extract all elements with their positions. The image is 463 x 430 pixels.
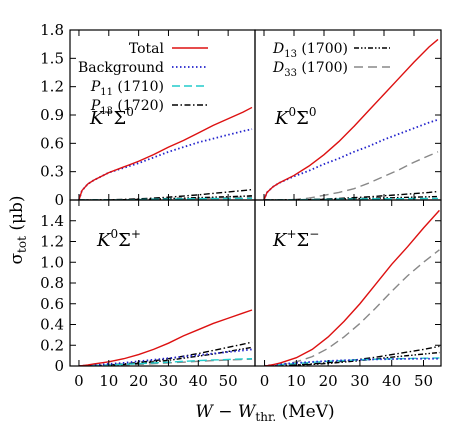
series-line-p13 xyxy=(264,190,439,200)
panel-3: 0 10 20 30 40 50 0 0.2 0.4 0.6 0.8 1.0 1.2 1.4 K0Σ+ xyxy=(40,199,256,390)
x-tick-label: 40 xyxy=(382,372,401,390)
panel-label: K0Σ0 xyxy=(274,105,316,129)
series-line-d33 xyxy=(264,249,440,366)
series-line-total xyxy=(263,38,439,200)
y-tick-label: 0 xyxy=(54,357,64,375)
panel-label: K0Σ+ xyxy=(96,227,141,251)
series-group xyxy=(78,309,253,366)
panel-4: 0 10 20 30 40 50 K+Σ− xyxy=(254,199,442,390)
series-line-background xyxy=(264,357,440,366)
panel-label: K+Σ0 xyxy=(89,105,134,129)
y-tick-label: 0.6 xyxy=(40,295,64,313)
series-line-p11 xyxy=(264,197,439,200)
x-tick-label: 0 xyxy=(74,372,84,390)
series-line-p11 xyxy=(78,197,253,200)
x-tick-label: 0 xyxy=(260,372,270,390)
series-line-background xyxy=(78,348,253,366)
y-tick-label: 1.8 xyxy=(40,21,64,39)
legend-label-d33: D33 (1700) xyxy=(272,60,348,79)
panel-label: K+Σ− xyxy=(272,227,319,251)
y-tick-label: 1.4 xyxy=(40,212,64,230)
y-tick-label: 0.2 xyxy=(40,336,64,354)
legend-label-p11: P11 (1710) xyxy=(90,79,164,98)
series-line-total xyxy=(264,209,440,366)
y-tick-label: 0.6 xyxy=(40,134,64,152)
y-tick-label: 0.8 xyxy=(40,274,64,292)
panel-frame xyxy=(69,199,256,367)
series-line-p11 xyxy=(78,358,253,366)
y-tick-label: 0.4 xyxy=(40,316,64,334)
x-tick-label: 30 xyxy=(159,372,178,390)
series-line-total xyxy=(78,106,253,200)
series-line-d33 xyxy=(264,151,439,200)
x-tick-label: 50 xyxy=(414,372,433,390)
y-tick-label: 0.3 xyxy=(40,163,64,181)
series-line-p13 xyxy=(264,345,440,366)
series-group xyxy=(78,106,253,200)
x-tick-label: 30 xyxy=(350,372,369,390)
legend: D13 (1700)D33 (1700) xyxy=(272,41,390,79)
legend-label-d13: D13 (1700) xyxy=(272,41,348,60)
x-axis-label: W − Wthr. (MeV) xyxy=(195,402,334,424)
legend-label-p13: P13 (1720) xyxy=(90,98,164,117)
x-tick-label: 10 xyxy=(99,372,118,390)
panel-2: K0Σ0 xyxy=(254,29,442,201)
x-tick-label: 20 xyxy=(319,372,338,390)
x-tick-label: 50 xyxy=(219,372,238,390)
legend-label-total: Total xyxy=(129,41,165,57)
series-line-background xyxy=(78,128,253,200)
y-tick-label: 1.0 xyxy=(40,253,64,271)
y-tick-label: 1.5 xyxy=(40,49,64,67)
legend: Total Background P11 (1710)P13 (1720) xyxy=(78,41,208,117)
x-tick-label: 10 xyxy=(287,372,306,390)
series-group xyxy=(263,38,439,200)
y-tick-label: 1.2 xyxy=(40,78,64,96)
y-tick-label: 0 xyxy=(54,191,64,209)
x-tick-label: 40 xyxy=(189,372,208,390)
y-tick-label: 0.9 xyxy=(40,106,64,124)
panel-frame xyxy=(254,199,442,367)
y-tick-label: 1.2 xyxy=(40,233,64,251)
series-line-background xyxy=(263,118,439,200)
legend-label-background: Background xyxy=(78,60,164,76)
y-axis-label: σtot (μb) xyxy=(7,195,29,264)
series-line-total xyxy=(78,309,253,366)
x-tick-label: 20 xyxy=(129,372,148,390)
